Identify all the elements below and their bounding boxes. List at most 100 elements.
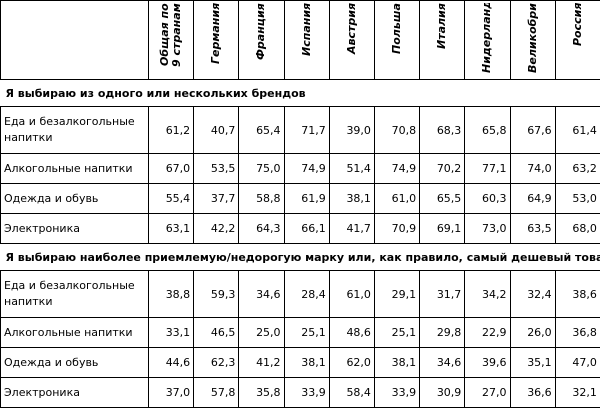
column-header-text: Польша — [391, 3, 404, 54]
column-header: Австрия — [328, 0, 375, 80]
value-cell: 38,6 — [554, 270, 600, 318]
value-cell: 41,7 — [328, 213, 375, 244]
value-cell: 63,2 — [554, 153, 600, 184]
value-cell: 33,9 — [373, 377, 421, 408]
data-row: Алкогольные напитки 67,0 53,5 75,0 74,9 51,4 7… — [0, 153, 600, 184]
value-cell: 66,1 — [283, 213, 330, 244]
section-row: Я выбираю из одного или нескольких бренд… — [0, 79, 600, 107]
value-cell: 36,8 — [554, 317, 600, 348]
value-cell: 70,2 — [419, 153, 466, 184]
corner-cell — [0, 0, 149, 80]
value-cell: 64,9 — [509, 183, 556, 214]
value-cell: 64,3 — [238, 213, 285, 244]
column-header-text: Франция — [255, 3, 268, 60]
value-cell: 67,6 — [509, 106, 556, 154]
value-cell: 74,9 — [373, 153, 421, 184]
value-cell: 62,0 — [328, 347, 375, 378]
value-cell: 46,5 — [193, 317, 240, 348]
value-cell: 53,5 — [193, 153, 240, 184]
value-cell: 38,1 — [373, 347, 421, 378]
value-cell: 36,6 — [509, 377, 556, 408]
value-cell: 35,1 — [509, 347, 556, 378]
column-header: Испания — [283, 0, 330, 80]
column-header-text: Великобритания — [526, 3, 539, 73]
value-cell: 69,1 — [419, 213, 466, 244]
value-cell: 37,7 — [193, 183, 240, 214]
column-header-text: Россия — [571, 3, 584, 47]
value-cell: 22,9 — [464, 317, 511, 348]
column-header: Общая по 9 странам — [147, 0, 195, 80]
value-cell: 34,2 — [464, 270, 511, 318]
value-cell: 34,6 — [419, 347, 466, 378]
section-title: Я выбираю из одного или нескольких бренд… — [0, 79, 600, 107]
value-cell: 25,1 — [373, 317, 421, 348]
value-cell: 67,0 — [147, 153, 195, 184]
section-title: Я выбираю наиболее приемлемую/недорогую … — [0, 243, 600, 271]
value-cell: 58,4 — [328, 377, 375, 408]
column-header: Франция — [238, 0, 285, 80]
value-cell: 61,0 — [373, 183, 421, 214]
value-cell: 61,0 — [328, 270, 375, 318]
row-label: Еда и безалкогольные напитки — [0, 106, 149, 154]
value-cell: 70,8 — [373, 106, 421, 154]
value-cell: 65,5 — [419, 183, 466, 214]
value-cell: 38,1 — [328, 183, 375, 214]
value-cell: 27,0 — [464, 377, 511, 408]
column-header-text: Германия — [210, 3, 223, 65]
column-header: Великобритания — [509, 0, 556, 80]
value-cell: 57,8 — [193, 377, 240, 408]
value-cell: 26,0 — [509, 317, 556, 348]
data-row: Еда и безалкогольные напитки 38,8 59,3 34,6… — [0, 270, 600, 318]
value-cell: 51,4 — [328, 153, 375, 184]
value-cell: 65,8 — [464, 106, 511, 154]
row-label: Алкогольные напитки — [0, 317, 149, 348]
value-cell: 63,5 — [509, 213, 556, 244]
row-label: Еда и безалкогольные напитки — [0, 270, 149, 318]
value-cell: 48,6 — [328, 317, 375, 348]
value-cell: 60,3 — [464, 183, 511, 214]
value-cell: 38,8 — [147, 270, 195, 318]
value-cell: 70,9 — [373, 213, 421, 244]
column-header-text: Испания — [300, 3, 313, 57]
value-cell: 42,2 — [193, 213, 240, 244]
value-cell: 29,8 — [419, 317, 466, 348]
column-header: Польша — [373, 0, 421, 80]
value-cell: 59,3 — [193, 270, 240, 318]
value-cell: 31,7 — [419, 270, 466, 318]
value-cell: 58,8 — [238, 183, 285, 214]
value-cell: 74,0 — [509, 153, 556, 184]
value-cell: 25,0 — [238, 317, 285, 348]
value-cell: 30,9 — [419, 377, 466, 408]
row-label: Электроника — [0, 377, 149, 408]
value-cell: 53,0 — [554, 183, 600, 214]
data-row: Электроника 37,0 57,8 35,8 33,9 58,4 33,9 30,9 2… — [0, 377, 600, 408]
value-cell: 40,7 — [193, 106, 240, 154]
value-cell: 71,7 — [283, 106, 330, 154]
row-label: Электроника — [0, 213, 149, 244]
value-cell: 65,4 — [238, 106, 285, 154]
value-cell: 74,9 — [283, 153, 330, 184]
value-cell: 34,6 — [238, 270, 285, 318]
value-cell: 68,3 — [419, 106, 466, 154]
value-cell: 32,4 — [509, 270, 556, 318]
row-label: Одежда и обувь — [0, 183, 149, 214]
value-cell: 28,4 — [283, 270, 330, 318]
value-cell: 37,0 — [147, 377, 195, 408]
column-header-text: Австрия — [345, 3, 358, 55]
value-cell: 44,6 — [147, 347, 195, 378]
value-cell: 75,0 — [238, 153, 285, 184]
value-cell: 39,0 — [328, 106, 375, 154]
value-cell: 47,0 — [554, 347, 600, 378]
data-row: Еда и безалкогольные напитки 61,2 40,7 65,4… — [0, 106, 600, 154]
data-row: Одежда и обувь 55,4 37,7 58,8 61,9 38,1 61,0 65… — [0, 183, 600, 214]
column-header-text: Италия — [436, 3, 449, 49]
value-cell: 62,3 — [193, 347, 240, 378]
section-row: Я выбираю наиболее приемлемую/недорогую … — [0, 243, 600, 271]
value-cell: 25,1 — [283, 317, 330, 348]
value-cell: 33,1 — [147, 317, 195, 348]
column-header: Италия — [419, 0, 466, 80]
value-cell: 63,1 — [147, 213, 195, 244]
row-label: Одежда и обувь — [0, 347, 149, 378]
